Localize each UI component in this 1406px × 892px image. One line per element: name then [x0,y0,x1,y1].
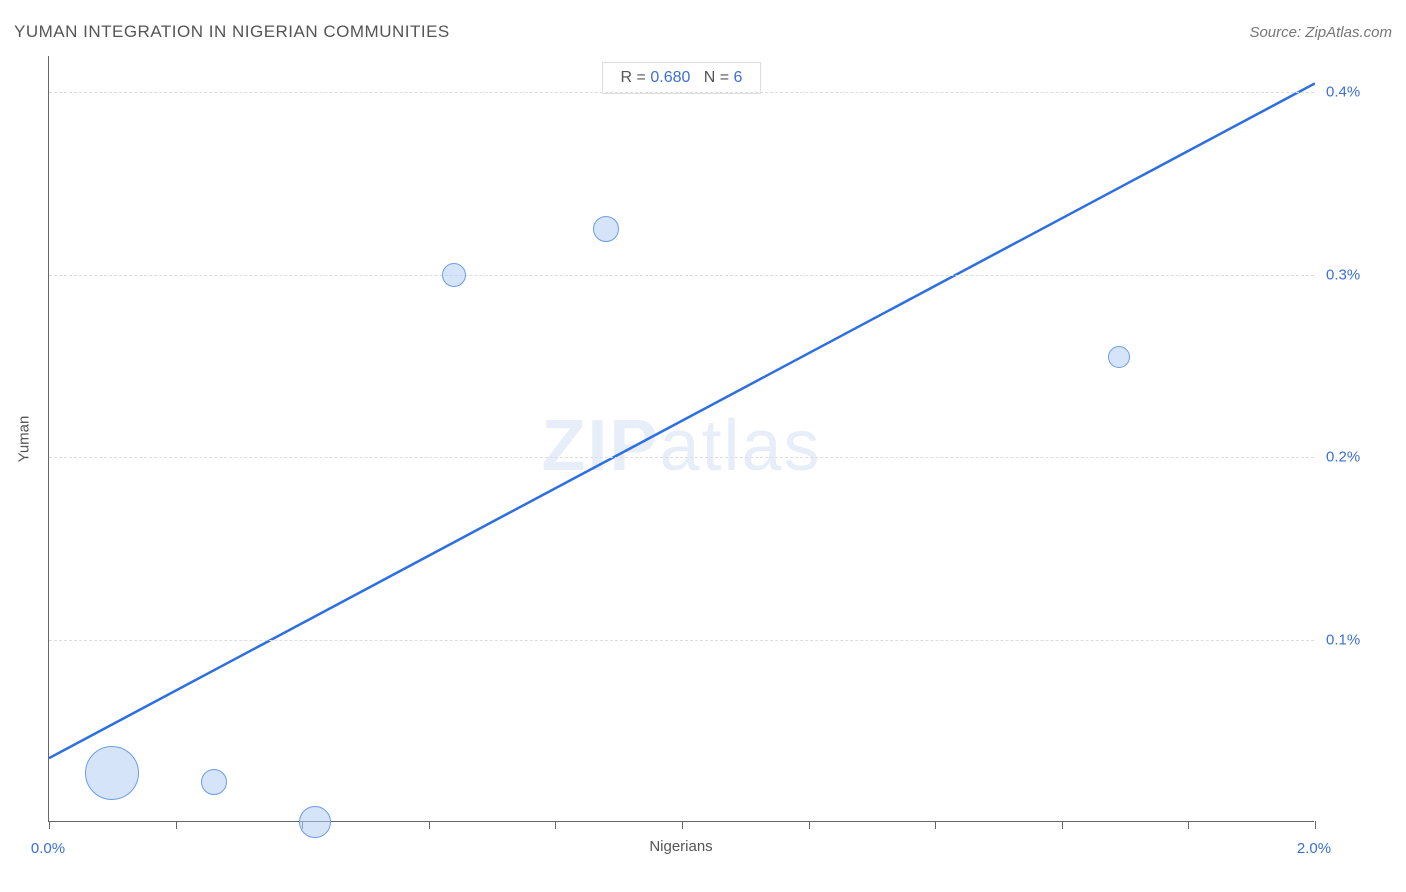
data-bubble [85,746,139,800]
x-tick [935,821,936,829]
x-tick [682,821,683,829]
x-tick [1188,821,1189,829]
plot-area: ZIPatlas R = 0.680 N = 6 [48,56,1314,822]
source-credit: Source: ZipAtlas.com [1249,24,1392,41]
gridline [49,275,1314,276]
watermark: ZIPatlas [541,405,821,487]
watermark-bold: ZIP [541,406,659,486]
x-tick [809,821,810,829]
data-bubble [442,263,466,287]
data-bubble [201,769,227,795]
y-tick-label: 0.1% [1326,631,1360,648]
r-value: 0.680 [650,69,690,86]
n-value: 6 [734,69,743,86]
x-tick [49,821,50,829]
y-tick-label: 0.2% [1326,449,1360,466]
chart-title: YUMAN INTEGRATION IN NIGERIAN COMMUNITIE… [14,22,450,42]
n-label: N = [704,69,734,86]
x-tick [555,821,556,829]
x-tick-label: 0.0% [31,840,65,857]
data-bubble [299,806,331,838]
gridline [49,457,1314,458]
x-tick-label: 2.0% [1297,840,1331,857]
y-tick-label: 0.4% [1326,84,1360,101]
stats-box: R = 0.680 N = 6 [602,62,762,94]
x-tick [1315,821,1316,829]
x-tick [176,821,177,829]
trend-line [49,56,1315,822]
watermark-rest: atlas [659,406,821,486]
x-tick [1062,821,1063,829]
x-tick [429,821,430,829]
data-bubble [1108,346,1130,368]
r-label: R = [621,69,651,86]
y-axis-label: Yuman [16,416,33,463]
y-tick-label: 0.3% [1326,266,1360,283]
gridline [49,640,1314,641]
gridline [49,92,1314,93]
x-axis-label: Nigerians [649,838,712,855]
data-bubble [593,216,619,242]
